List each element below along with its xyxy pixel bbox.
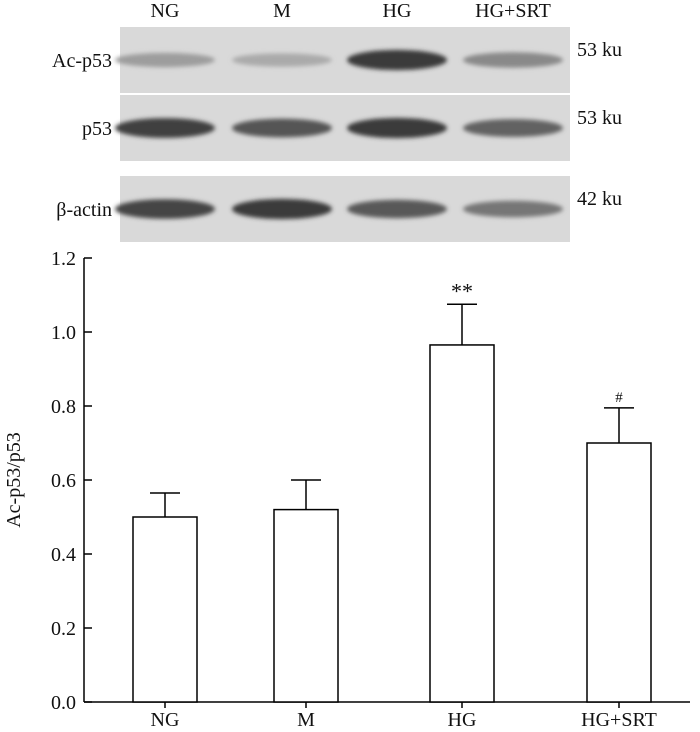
blot-band — [463, 200, 563, 218]
blot-row-label: Ac-p53 — [52, 50, 112, 72]
blot-band — [115, 199, 215, 219]
blot-band — [232, 198, 332, 220]
blot-band — [115, 118, 215, 138]
blot-size-label: 53 ku — [577, 39, 622, 61]
significance-marker: # — [615, 390, 623, 406]
x-ticks: NG M HG HG+SRT — [151, 702, 657, 731]
blot-rows: Ac-p53 53 ku p53 53 ku β-actin 42 ku — [52, 27, 622, 242]
blot-row-label: p53 — [82, 118, 112, 140]
y-axis-label: Ac-p53/p53 — [3, 432, 25, 528]
blot-row-2: p53 53 ku — [82, 95, 622, 161]
x-tick-label: HG — [448, 709, 477, 731]
blot-band — [115, 52, 215, 68]
y-tick-label: 0.4 — [51, 544, 76, 566]
bar — [429, 344, 495, 703]
x-tick-label: NG — [151, 709, 180, 731]
blot-band — [347, 199, 447, 219]
y-ticks: 0.0 0.2 0.4 0.6 0.8 1.0 1.2 — [51, 248, 92, 714]
y-tick-label: 0.8 — [51, 396, 76, 418]
y-tick-label: 1.0 — [51, 322, 76, 344]
lane-label-hg: HG — [383, 0, 412, 22]
x-tick-label: HG+SRT — [581, 709, 657, 731]
western-blot: NG M HG HG+SRT Ac-p53 53 ku p53 53 ku β-acti… — [52, 0, 622, 242]
blot-band — [463, 119, 563, 137]
blot-band — [232, 53, 332, 67]
lane-label-hg-srt: HG+SRT — [475, 0, 551, 22]
bar — [132, 516, 198, 703]
significance-marker: ** — [451, 278, 473, 303]
blot-row-1: Ac-p53 53 ku — [52, 27, 622, 93]
bars: ** # — [132, 278, 652, 703]
blot-size-label: 42 ku — [577, 188, 622, 210]
blot-band — [347, 49, 447, 71]
bar-chart: 0.0 0.2 0.4 0.6 0.8 1.0 1.2 ** # NG M HG HG+SRT Ac… — [3, 248, 690, 731]
lane-label-m: M — [273, 0, 291, 22]
y-tick-label: 1.2 — [51, 248, 76, 270]
bar — [586, 442, 652, 703]
bar — [273, 508, 339, 703]
blot-size-label: 53 ku — [577, 107, 622, 129]
blot-row-label: β-actin — [56, 199, 112, 221]
blot-band — [232, 118, 332, 138]
lane-labels: NG M HG HG+SRT — [151, 0, 551, 22]
blot-row-3: β-actin 42 ku — [56, 176, 622, 242]
x-tick-label: M — [297, 709, 315, 731]
blot-band — [347, 117, 447, 139]
blot-band — [463, 52, 563, 68]
y-tick-label: 0.0 — [51, 692, 76, 714]
y-tick-label: 0.6 — [51, 470, 76, 492]
y-tick-label: 0.2 — [51, 618, 76, 640]
lane-label-ng: NG — [151, 0, 180, 22]
